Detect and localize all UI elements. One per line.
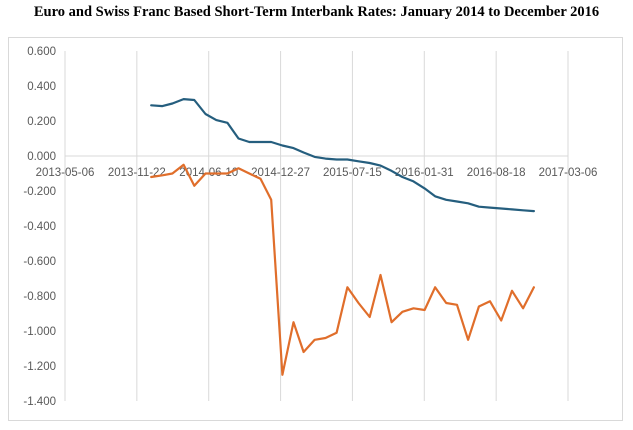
y-tick-label: 0.400 <box>27 81 56 93</box>
y-tick-label: -1.400 <box>23 396 56 408</box>
y-tick-label: -1.000 <box>23 326 56 338</box>
x-tick-label: 2017-03-06 <box>539 167 598 179</box>
x-tick-label: 2016-01-31 <box>395 167 454 179</box>
x-tick-label: 2014-12-27 <box>251 167 310 179</box>
chart-area <box>8 37 623 421</box>
x-tick-label: 2013-05-06 <box>36 167 95 179</box>
y-tick-label: -0.800 <box>23 291 56 303</box>
y-tick-label: 0.000 <box>27 151 56 163</box>
y-tick-label: -0.400 <box>23 221 56 233</box>
chart-title: Euro and Swiss Franc Based Short-Term In… <box>33 4 600 20</box>
series-line-2 <box>150 163 536 376</box>
y-tick-label: 0.200 <box>27 116 56 128</box>
series-line-1 <box>150 97 536 213</box>
y-tick-label: -0.600 <box>23 256 56 268</box>
y-tick-label: -1.200 <box>23 361 56 373</box>
x-tick-label: 2016-08-18 <box>467 167 526 179</box>
y-tick-label: -0.200 <box>23 186 56 198</box>
x-tick-label: 2015-07-15 <box>323 167 382 179</box>
y-tick-label: 0.600 <box>27 46 56 58</box>
